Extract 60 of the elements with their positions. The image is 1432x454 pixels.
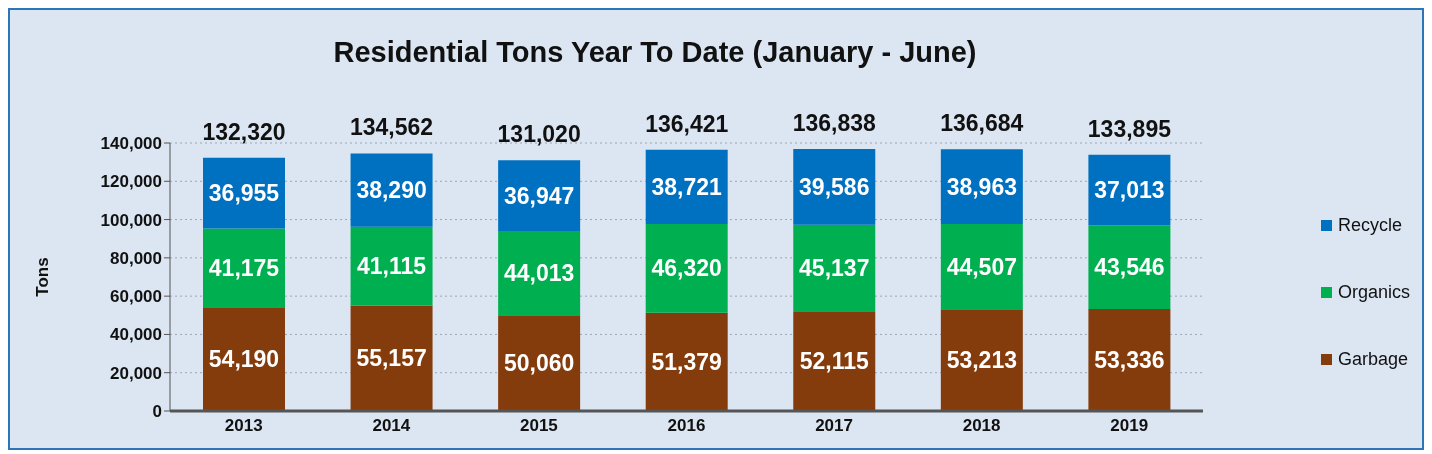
data-label: 44,013 bbox=[503, 260, 575, 287]
x-tick-label: 2014 bbox=[372, 416, 411, 436]
data-label: 53,213 bbox=[946, 347, 1018, 374]
data-label: 44,507 bbox=[946, 253, 1018, 280]
data-label: 38,721 bbox=[651, 173, 723, 200]
data-label: 55,157 bbox=[356, 345, 427, 372]
legend-label: Organics bbox=[1337, 282, 1410, 303]
x-tick-label: 2015 bbox=[520, 416, 558, 436]
data-label: 41,115 bbox=[357, 253, 427, 280]
y-tick-label: 100,000 bbox=[100, 210, 162, 230]
bar bbox=[645, 223, 728, 313]
bar bbox=[793, 311, 876, 411]
bar bbox=[940, 309, 1023, 411]
data-label: 38,963 bbox=[946, 173, 1018, 200]
y-tick-label: 120,000 bbox=[100, 172, 162, 192]
bar bbox=[350, 305, 433, 411]
chart-title: Residential Tons Year To Date (January - June) bbox=[332, 36, 978, 69]
bar bbox=[940, 223, 1023, 310]
data-label: 52,115 bbox=[799, 348, 870, 375]
bar bbox=[203, 307, 285, 411]
data-label: 38,290 bbox=[356, 177, 427, 204]
data-label: 43,546 bbox=[1094, 254, 1165, 281]
data-label: 36,947 bbox=[503, 182, 575, 209]
x-tick-label: 2017 bbox=[815, 416, 853, 436]
y-tick-label: 140,000 bbox=[100, 134, 162, 154]
total-label: 132,320 bbox=[202, 118, 286, 145]
bar bbox=[203, 228, 285, 308]
data-label: 51,379 bbox=[651, 348, 722, 375]
total-label: 134,562 bbox=[350, 114, 434, 141]
bar bbox=[793, 224, 876, 312]
y-tick-label: 20,000 bbox=[110, 363, 162, 383]
total-label: 136,421 bbox=[645, 110, 729, 137]
data-label: 39,586 bbox=[799, 173, 870, 200]
data-label: 54,190 bbox=[208, 346, 280, 373]
data-label: 53,336 bbox=[1094, 347, 1165, 373]
y-tick-label: 80,000 bbox=[110, 248, 162, 268]
x-tick-label: 2016 bbox=[667, 416, 706, 436]
y-tick-label: 0 bbox=[152, 402, 162, 422]
bar bbox=[498, 315, 581, 411]
y-axis-title: Tons bbox=[33, 257, 53, 297]
data-label: 46,320 bbox=[651, 255, 722, 282]
legend-label: Garbage bbox=[1337, 349, 1409, 370]
data-label: 41,175 bbox=[208, 254, 280, 281]
data-label: 37,013 bbox=[1094, 177, 1165, 204]
total-label: 136,684 bbox=[940, 110, 1024, 137]
x-tick-label: 2013 bbox=[224, 416, 263, 436]
x-tick-label: 2018 bbox=[962, 416, 1001, 436]
total-label: 136,838 bbox=[792, 110, 877, 137]
data-label: 45,137 bbox=[799, 255, 870, 282]
data-label: 36,955 bbox=[208, 180, 280, 207]
bar bbox=[1088, 308, 1171, 411]
x-tick-label: 2019 bbox=[1110, 416, 1149, 436]
data-label: 50,060 bbox=[503, 350, 575, 377]
bar bbox=[498, 230, 581, 316]
y-tick-label: 40,000 bbox=[110, 325, 162, 345]
total-label: 133,895 bbox=[1087, 115, 1172, 142]
bar bbox=[645, 312, 728, 411]
y-tick-label: 60,000 bbox=[110, 287, 162, 307]
total-label: 131,020 bbox=[497, 121, 581, 148]
legend-label: Recycle bbox=[1337, 215, 1402, 236]
